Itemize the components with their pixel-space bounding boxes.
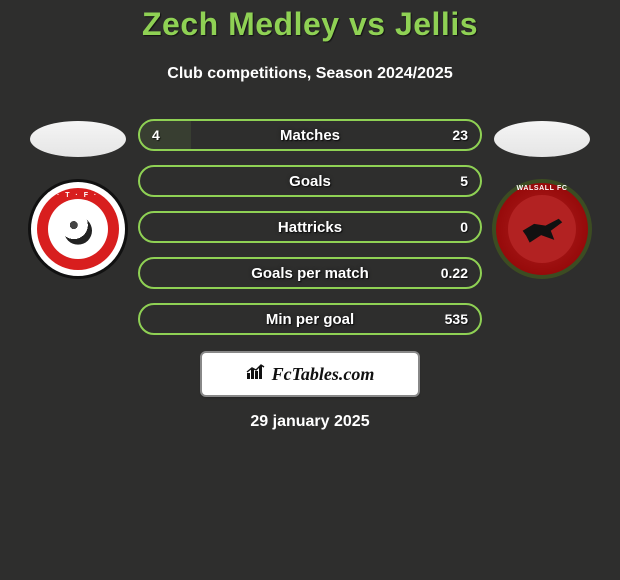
stat-value-right: 5: [460, 173, 468, 189]
left-flag-placeholder: [30, 121, 126, 157]
left-team-column: F · T · F · C: [18, 119, 138, 279]
stat-label: Goals: [289, 173, 331, 190]
swift-bird-icon: [520, 212, 564, 246]
page-subtitle: Club competitions, Season 2024/2025: [0, 65, 620, 83]
stat-value-right: 535: [445, 311, 468, 327]
stat-value-right: 23: [452, 127, 468, 143]
stat-value-right: 0: [460, 219, 468, 235]
stat-bar: Hattricks 0: [138, 211, 482, 243]
stat-bar: Goals 5: [138, 165, 482, 197]
football-icon: [64, 217, 92, 245]
stat-value-left: 4: [152, 127, 160, 143]
stat-label: Hattricks: [278, 219, 342, 236]
walsall-fc-logo: WALSALL FC: [492, 179, 592, 279]
stat-bar: Min per goal 535: [138, 303, 482, 335]
fleetwood-town-logo: F · T · F · C: [28, 179, 128, 279]
stat-bar: Goals per match 0.22: [138, 257, 482, 289]
bar-chart-icon: [246, 363, 266, 386]
logo-inner: [508, 195, 576, 263]
footer-date: 29 january 2025: [0, 413, 620, 431]
right-team-column: WALSALL FC: [482, 119, 602, 279]
comparison-card: Zech Medley vs Jellis Club competitions,…: [0, 0, 620, 580]
stat-value-right: 0.22: [441, 265, 468, 281]
stat-label: Min per goal: [266, 311, 354, 328]
attribution-text: FcTables.com: [272, 364, 375, 385]
logo-text: WALSALL FC: [496, 185, 588, 192]
stat-label: Goals per match: [251, 265, 369, 282]
logo-text: F · T · F · C: [31, 192, 125, 199]
attribution-badge[interactable]: FcTables.com: [202, 353, 418, 395]
right-flag-placeholder: [494, 121, 590, 157]
stats-area: F · T · F · C 4 Matches 23 Goals 5 Hattricks 0…: [0, 119, 620, 335]
stat-bar: 4 Matches 23: [138, 119, 482, 151]
stat-bars-column: 4 Matches 23 Goals 5 Hattricks 0 Goals per matc…: [138, 119, 482, 335]
page-title: Zech Medley vs Jellis: [0, 6, 620, 43]
stat-fill-left: [140, 121, 191, 149]
stat-label: Matches: [280, 127, 340, 144]
